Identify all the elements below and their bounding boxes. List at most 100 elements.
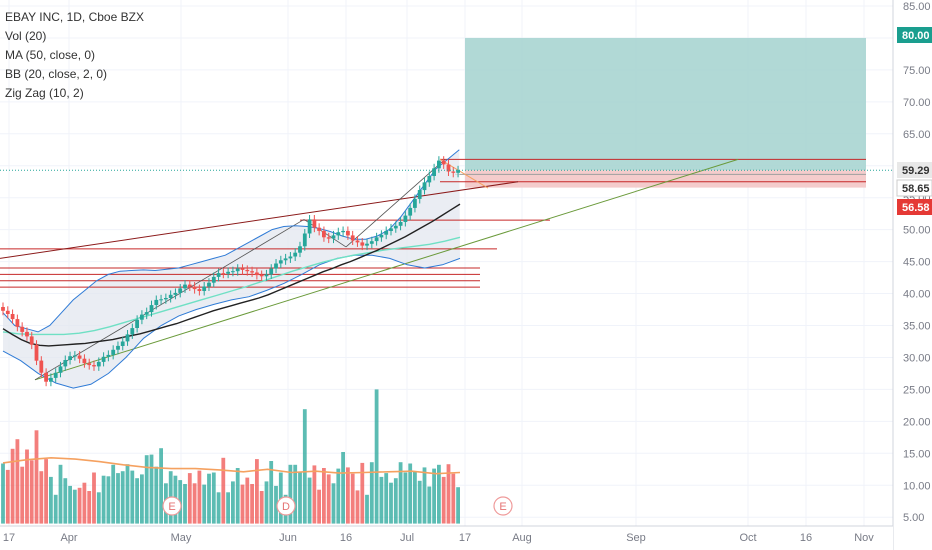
volume-bar xyxy=(369,462,374,524)
candle-body xyxy=(96,361,101,367)
target-zone xyxy=(465,37,866,171)
candle-body xyxy=(288,256,293,259)
time-tick-label: 16 xyxy=(800,532,812,544)
ma50-line xyxy=(2,203,461,347)
study-vol[interactable]: Vol (20) xyxy=(5,29,47,43)
volume-bar xyxy=(221,457,226,524)
volume-bar xyxy=(68,485,72,524)
price-tick-label: 40.00 xyxy=(903,289,931,301)
candle-body xyxy=(341,230,345,233)
price-label-box xyxy=(897,27,932,43)
volume-bar xyxy=(192,483,197,524)
volume-bar xyxy=(374,389,379,524)
price-tick-label: 30.00 xyxy=(903,352,931,364)
symbol-title[interactable]: EBAY INC, 1D, Cboe BZX xyxy=(5,10,144,24)
candle-body xyxy=(72,355,77,357)
volume-bar xyxy=(130,470,135,524)
volume-bar xyxy=(326,474,331,524)
volume-bar xyxy=(417,480,422,524)
volume-bar xyxy=(1,463,5,524)
volume-bar xyxy=(211,472,216,524)
volume-bar xyxy=(120,471,125,524)
candle-body xyxy=(231,271,235,273)
candle-body xyxy=(10,314,15,320)
volume-bar xyxy=(125,464,130,524)
volume-bar xyxy=(346,467,350,524)
volume-bar xyxy=(29,460,34,524)
candle-body xyxy=(29,336,34,345)
candle-body xyxy=(178,288,183,293)
candle-body xyxy=(245,269,250,272)
candle-body xyxy=(82,358,87,364)
volume-bar xyxy=(398,462,403,524)
volume-bar xyxy=(250,484,254,524)
volume-bar xyxy=(413,471,417,524)
candle-body xyxy=(360,242,365,246)
candle-body xyxy=(446,164,451,172)
study-zigzag[interactable]: Zig Zag (10, 2) xyxy=(5,86,84,100)
volume-bar xyxy=(53,494,58,524)
price-label-box xyxy=(897,199,932,215)
volume-bar xyxy=(259,491,264,524)
candle-body xyxy=(87,363,92,366)
price-tick-label: 10.00 xyxy=(903,480,931,492)
price-tick-label: 75.00 xyxy=(903,65,931,77)
candle-body xyxy=(111,349,116,355)
study-ma[interactable]: MA (50, close, 0) xyxy=(5,48,96,62)
volume-ma-line xyxy=(2,456,461,475)
candle-body xyxy=(456,170,460,173)
candle-body xyxy=(164,298,168,300)
marker-label: D xyxy=(282,501,290,513)
time-tick-label: 17 xyxy=(459,532,471,544)
volume-bar xyxy=(298,472,302,524)
stop-zone xyxy=(465,170,866,188)
volume-bar xyxy=(446,464,451,524)
candle-body xyxy=(451,171,456,173)
time-tick-label: Aug xyxy=(512,532,532,544)
candle-body xyxy=(216,273,221,277)
volume-bar xyxy=(389,482,393,524)
volume-bar xyxy=(92,472,96,524)
candle-body xyxy=(77,355,82,359)
volume-bar xyxy=(307,477,312,524)
time-tick-label: Jul xyxy=(400,532,414,544)
volume-bar xyxy=(451,473,456,524)
volume-bar xyxy=(197,470,202,524)
price-tick-label: 45.00 xyxy=(903,257,931,269)
bb-fill xyxy=(3,149,460,389)
candle-body xyxy=(202,286,207,291)
price-tick-label: 50.00 xyxy=(903,225,931,237)
candle-body xyxy=(106,354,111,357)
bb-upper-line xyxy=(2,149,460,333)
candle-body xyxy=(20,326,25,332)
candle-body xyxy=(68,356,72,360)
candle-body xyxy=(173,292,178,295)
candle-body xyxy=(427,176,432,183)
volume-bar xyxy=(44,459,48,524)
candle-body xyxy=(144,312,149,315)
candle-body xyxy=(408,207,413,216)
candle-body xyxy=(422,182,427,191)
price-tick-label: 70.00 xyxy=(903,97,931,109)
candle-body xyxy=(350,235,355,241)
candle-body xyxy=(298,246,302,253)
volume-bar xyxy=(49,476,53,524)
volume-bar xyxy=(207,473,211,524)
volume-bar xyxy=(58,464,63,524)
volume-bar xyxy=(15,439,20,524)
volume-bar xyxy=(293,464,298,524)
candle-body xyxy=(369,241,374,244)
price-tick-label: 65.00 xyxy=(903,129,931,141)
volume-bar xyxy=(264,481,269,524)
candle-body xyxy=(322,230,326,238)
volume-bar xyxy=(106,476,111,524)
candle-body xyxy=(125,334,130,342)
volume-bar xyxy=(72,489,77,524)
volume-bar xyxy=(322,468,326,524)
volume-bar xyxy=(255,459,259,524)
candle-body xyxy=(302,233,307,247)
volume-bar xyxy=(5,469,10,524)
time-tick-label: Sep xyxy=(626,532,646,544)
study-bb[interactable]: BB (20, close, 2, 0) xyxy=(5,67,108,81)
